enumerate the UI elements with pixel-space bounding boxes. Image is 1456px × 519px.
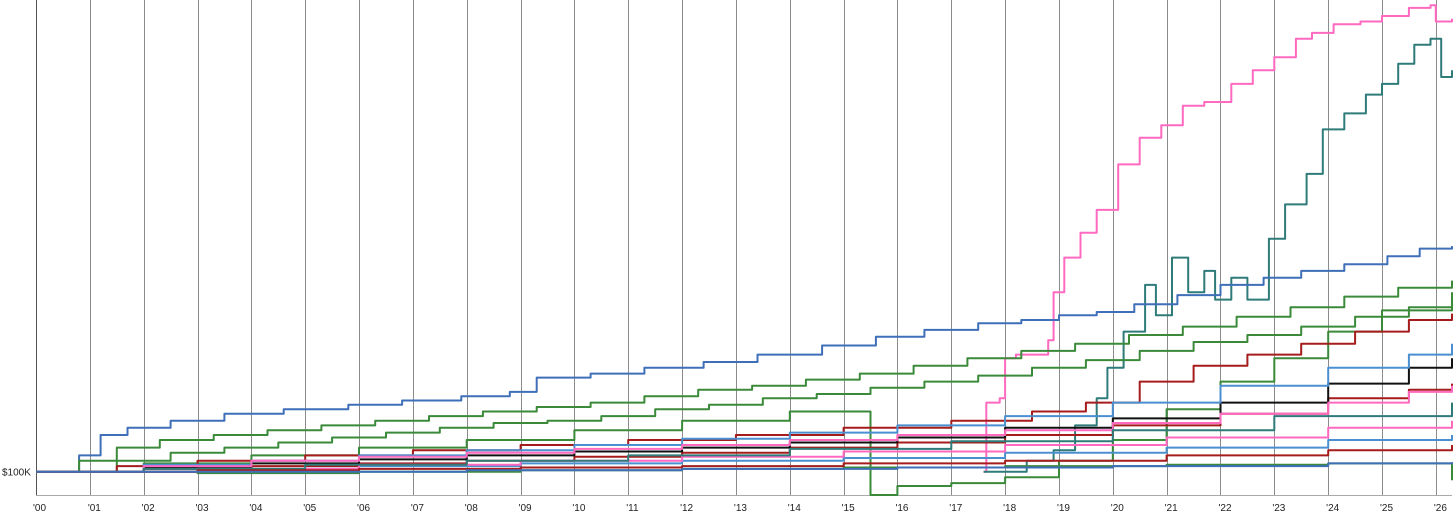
x-tick-label: '04	[249, 503, 262, 514]
series-line-3	[36, 246, 1453, 473]
x-tick-label: '09	[519, 503, 532, 514]
x-tick-label: '20	[1111, 503, 1124, 514]
x-tick-label: '14	[788, 503, 801, 514]
x-tick-label: '06	[357, 503, 370, 514]
x-tick-label: '11	[626, 503, 639, 514]
series-line-7	[36, 313, 1453, 473]
x-tick-label: '03	[196, 503, 209, 514]
x-tick-label: '10	[572, 503, 585, 514]
x-tick-label: '19	[1057, 503, 1070, 514]
y-tick-label: $100K	[2, 468, 31, 479]
x-tick-label: '02	[142, 503, 155, 514]
x-tick-label: '24	[1326, 503, 1339, 514]
x-tick-label: '05	[303, 503, 316, 514]
series-line-1	[983, 4, 1453, 473]
x-tick-label: '25	[1380, 503, 1393, 514]
x-tick-label: '21	[1165, 503, 1178, 514]
x-tick-label: '16	[895, 503, 908, 514]
series-line-5	[36, 298, 1453, 473]
series-line-17	[36, 462, 1453, 473]
series-line-12	[36, 385, 1453, 473]
x-tick-label: '15	[842, 503, 855, 514]
series-line-4	[36, 280, 1453, 473]
x-tick-label: '13	[734, 503, 747, 514]
x-tick-label: '26	[1434, 503, 1447, 514]
series-line-16	[36, 445, 1453, 473]
x-tick-label: '08	[465, 503, 478, 514]
series-line-2	[983, 37, 1453, 473]
x-tick-label: '22	[1218, 503, 1231, 514]
x-tick-label: '23	[1272, 503, 1285, 514]
x-tick-label: '17	[949, 503, 962, 514]
x-tick-label: '12	[680, 503, 693, 514]
series-line-6	[36, 292, 1453, 496]
series-line-8	[36, 383, 1453, 473]
x-tick-label: '07	[411, 503, 424, 514]
x-tick-label: '00	[33, 503, 46, 514]
x-tick-label: '18	[1003, 503, 1016, 514]
x-tick-label: '01	[88, 503, 101, 514]
series-line-14	[36, 402, 1453, 473]
